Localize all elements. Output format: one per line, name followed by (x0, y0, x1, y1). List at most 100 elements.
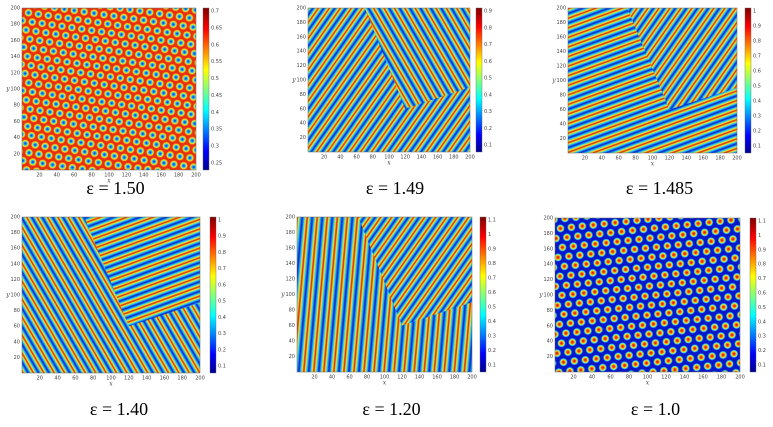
caption: ε = 1.50 (86, 178, 144, 198)
colorbar-tick-label: 1.1 (488, 218, 496, 224)
y-tick-label: 60 (14, 119, 20, 125)
colorbar-tick-label: 0.4 (484, 92, 492, 98)
colorbar-tick-label: 0.6 (484, 59, 492, 65)
x-tick-label: 120 (397, 375, 407, 381)
x-tick-label: 140 (680, 375, 690, 381)
colorbar-tick-label: 0.45 (211, 93, 222, 99)
y-tick-label: 40 (300, 121, 306, 127)
x-tick-label: 180 (174, 173, 184, 179)
x-tick-label: 40 (337, 155, 343, 161)
y-tick-label: 180 (285, 230, 295, 236)
colorbar-tick-label: 0.7 (484, 42, 492, 48)
x-tick-label: 60 (346, 375, 352, 381)
y-tick-label: 180 (296, 20, 306, 26)
x-tick-label: 60 (607, 375, 613, 381)
colorbar-tick-label: 0.4 (488, 319, 496, 325)
colorbar-tick-label: 0.5 (488, 305, 496, 311)
x-tick-label: 100 (380, 375, 390, 381)
colorbar-tick-label: 0.9 (488, 247, 496, 253)
colorbar-tick-label: 1.1 (758, 219, 766, 225)
x-tick-label: 80 (364, 375, 370, 381)
x-tick-label: 20 (37, 376, 43, 382)
x-tick-label: 100 (643, 375, 653, 381)
y-tick-label: 20 (300, 135, 306, 141)
x-tick-label: 40 (329, 375, 335, 381)
colorbar-tick-label: 0.25 (211, 161, 222, 167)
colorbar-tick-label: 0.2 (488, 348, 496, 354)
panel: 20 40 60 80 100 120 140 160 180 20020406080100120… (280, 215, 496, 420)
x-tick-label: 80 (88, 173, 94, 179)
colorbar-tick-label: 0.6 (758, 291, 766, 297)
y-tick-label: 120 (10, 277, 20, 283)
x-tick-label: 100 (384, 155, 394, 161)
colorbar-tick-label: 0.7 (758, 276, 766, 282)
x-axis-label: x (387, 160, 391, 167)
x-tick-label: 100 (104, 173, 114, 179)
colorbar-tick-label: 0.7 (753, 54, 761, 60)
y-axis-label: y (291, 77, 296, 84)
colorbar-tick-label: 0.1 (758, 363, 766, 369)
y-tick-label: 100 (285, 292, 295, 298)
x-tick-label: 20 (311, 375, 317, 381)
x-tick-label: 200 (732, 156, 742, 162)
panel: 20 40 60 80 100 120 140 160 180 20020406080100120… (291, 6, 492, 199)
x-tick-label: 60 (72, 376, 78, 382)
x-tick-label: 160 (433, 155, 443, 161)
colorbar (209, 216, 217, 374)
colorbar-tick-label: 1 (753, 9, 756, 15)
plot-frame (21, 7, 197, 171)
caption: ε = 1.20 (362, 399, 420, 419)
y-axis-label: y (5, 86, 10, 93)
y-tick-label: 120 (10, 70, 20, 76)
y-tick-label: 140 (10, 54, 20, 60)
colorbar-tick-label: 0.5 (211, 76, 219, 82)
y-tick-label: 100 (10, 293, 20, 299)
colorbar-tick-label: 1 (488, 232, 491, 238)
colorbar (475, 7, 483, 153)
colorbar (749, 217, 757, 373)
x-tick-label: 120 (124, 376, 134, 382)
caption: ε = 1.485 (626, 178, 693, 198)
y-tick-label: 100 (296, 78, 306, 84)
x-tick-label: 60 (616, 156, 622, 162)
colorbar-tick-label: 0.1 (218, 364, 226, 370)
colorbar-tick-label: 1 (758, 233, 761, 239)
x-tick-label: 160 (156, 173, 166, 179)
colorbar-tick-label: 0.3 (211, 144, 219, 150)
colorbar-tick-label: 0.8 (484, 25, 492, 31)
y-tick-label: 160 (285, 246, 295, 252)
colorbar-tick-label: 0.5 (484, 76, 492, 82)
x-tick-label: 200 (465, 155, 475, 161)
y-tick-label: 140 (296, 49, 306, 55)
plot-frame (296, 216, 473, 373)
colorbar-tick-label: 0.4 (218, 315, 226, 321)
x-axis-label: x (651, 161, 655, 168)
y-tick-label: 40 (560, 122, 566, 128)
x-tick-label: 20 (36, 173, 42, 179)
x-tick-label: 120 (400, 155, 410, 161)
y-tick-label: 200 (10, 215, 20, 221)
colorbar-tick-label: 1 (218, 218, 221, 224)
x-tick-label: 200 (195, 376, 205, 382)
y-tick-label: 80 (547, 308, 553, 314)
x-tick-label: 40 (599, 156, 605, 162)
y-tick-label: 40 (289, 339, 295, 345)
y-tick-label: 200 (285, 215, 295, 221)
y-tick-label: 20 (560, 136, 566, 142)
x-tick-label: 20 (321, 155, 327, 161)
colorbar-tick-label: 0.9 (484, 9, 492, 15)
y-tick-label: 60 (14, 324, 20, 330)
panel: 20 40 60 80 100 120 140 160 180 20020406080100120… (538, 216, 766, 420)
y-tick-label: 180 (543, 231, 553, 237)
colorbar-tick-label: 0.5 (753, 84, 761, 90)
y-tick-label: 100 (543, 293, 553, 299)
colorbar-tick-label: 0.3 (753, 114, 761, 120)
x-tick-label: 60 (353, 155, 359, 161)
y-tick-label: 60 (289, 323, 295, 329)
y-tick-label: 140 (543, 262, 553, 268)
x-tick-label: 160 (160, 376, 170, 382)
y-tick-label: 40 (14, 135, 20, 141)
y-tick-label: 80 (300, 92, 306, 98)
x-tick-label: 140 (682, 156, 692, 162)
y-tick-label: 60 (547, 323, 553, 329)
